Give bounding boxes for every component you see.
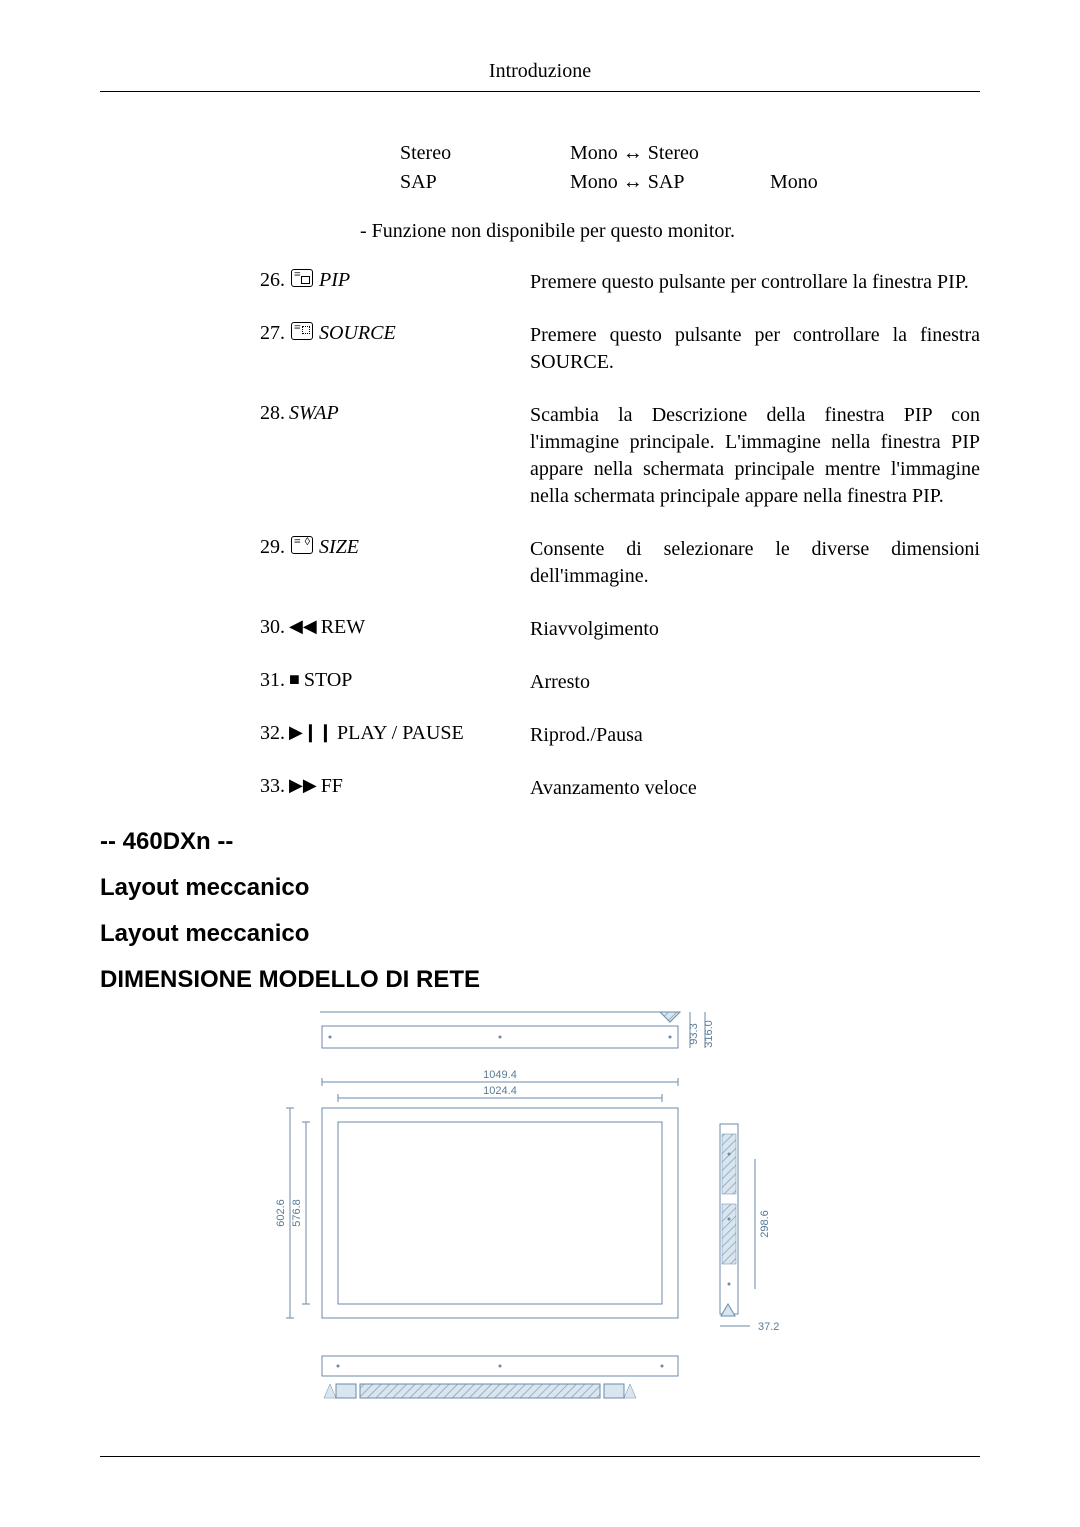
item-row: 30. ◀◀ REW Riavvolgimento <box>260 616 980 643</box>
source-icon <box>291 322 313 340</box>
model-heading: -- 460DXn -- <box>100 828 980 856</box>
item-label: 30. ◀◀ REW <box>260 616 530 643</box>
item-description: Consente di selezionare le diverse dimen… <box>530 536 980 590</box>
item-row: 28. SWAP Scambia la Descrizione della fi… <box>260 402 980 510</box>
item-row: 32. ▶❙❙ PLAY / PAUSE Riprod./Pausa <box>260 722 980 749</box>
diagram-top-view: 93.3 316.0 <box>320 1012 715 1048</box>
item-description: Avanzamento veloce <box>530 775 980 802</box>
footer-rule <box>100 1456 980 1457</box>
mode-left: SAP <box>400 171 570 194</box>
dim-side-w: 37.2 <box>758 1321 779 1333</box>
item-number: 31. <box>260 669 285 692</box>
dim-top-r2: 316.0 <box>703 1020 715 1048</box>
item-row: 27. SOURCE Premere questo pulsante per c… <box>260 322 980 376</box>
dim-width-outer: 1049.4 <box>483 1069 517 1081</box>
audio-mode-table: Stereo Mono ↔ Stereo SAP Mono ↔ SAP Mono <box>400 142 980 194</box>
mode-mid: Mono ↔ SAP <box>570 171 770 194</box>
dim-side-h: 298.6 <box>759 1210 771 1238</box>
item-name: REW <box>321 616 365 639</box>
dim-height-inner: 576.8 <box>291 1199 303 1227</box>
item-label: 26. PIP <box>260 269 530 296</box>
item-number: 29. <box>260 536 285 559</box>
item-name: SOURCE <box>319 322 396 345</box>
item-row: 33. ▶▶ FF Avanzamento veloce <box>260 775 980 802</box>
item-label: 33. ▶▶ FF <box>260 775 530 802</box>
item-description: Premere questo pulsante per controllare … <box>530 269 980 296</box>
item-label: 28. SWAP <box>260 402 530 510</box>
item-description: Riprod./Pausa <box>530 722 980 749</box>
mode-right: Mono <box>770 171 870 194</box>
dim-height-outer: 602.6 <box>275 1199 287 1227</box>
item-description: Premere questo pulsante per controllare … <box>530 322 980 376</box>
item-name: STOP <box>304 669 353 692</box>
mode-left: Stereo <box>400 142 570 165</box>
item-number: 33. <box>260 775 285 798</box>
item-description: Riavvolgimento <box>530 616 980 643</box>
diagram-front-view: 1049.4 1024.4 602.6 576.8 <box>275 1069 678 1318</box>
diagram-side-view: 298.6 37.2 <box>720 1124 779 1333</box>
item-number: 32. <box>260 722 285 745</box>
item-label: 31. ■ STOP <box>260 669 530 696</box>
item-name: PIP <box>319 269 350 292</box>
size-icon <box>291 536 313 554</box>
stop-icon: ■ <box>289 669 300 690</box>
item-number: 30. <box>260 616 285 639</box>
section-heading: DIMENSIONE MODELLO DI RETE <box>100 966 980 994</box>
play-pause-icon: ▶❙❙ <box>289 722 333 743</box>
item-row: 31. ■ STOP Arresto <box>260 669 980 696</box>
item-label: 29. SIZE <box>260 536 530 590</box>
page-header: Introduzione <box>100 60 980 92</box>
item-name: SIZE <box>319 536 359 559</box>
availability-note: - Funzione non disponibile per questo mo… <box>360 220 980 243</box>
item-row: 29. SIZE Consente di selezionare le dive… <box>260 536 980 590</box>
mode-mid: Mono ↔ Stereo <box>570 142 770 165</box>
section-heading: Layout meccanico <box>100 920 980 948</box>
item-label: 32. ▶❙❙ PLAY / PAUSE <box>260 722 530 749</box>
item-label: 27. SOURCE <box>260 322 530 376</box>
dim-width-inner: 1024.4 <box>483 1085 517 1097</box>
item-number: 27. <box>260 322 285 345</box>
section-heading: Layout meccanico <box>100 874 980 902</box>
item-number: 26. <box>260 269 285 292</box>
item-name: SWAP <box>289 402 339 425</box>
mechanical-diagram: 93.3 316.0 1049.4 1024.4 602.6 <box>260 1004 820 1429</box>
diagram-bottom-view <box>322 1356 678 1398</box>
mode-row: SAP Mono ↔ SAP Mono <box>400 171 980 194</box>
fast-forward-icon: ▶▶ <box>289 775 317 796</box>
item-row: 26. PIP Premere questo pulsante per cont… <box>260 269 980 296</box>
mode-right <box>770 142 870 165</box>
item-description: Arresto <box>530 669 980 696</box>
mode-row: Stereo Mono ↔ Stereo <box>400 142 980 165</box>
item-name: FF <box>321 775 343 798</box>
pip-icon <box>291 269 313 287</box>
remote-items-list: 26. PIP Premere questo pulsante per cont… <box>260 269 980 802</box>
page-title: Introduzione <box>489 60 591 82</box>
item-name: PLAY / PAUSE <box>337 722 464 745</box>
diagram-svg: 93.3 316.0 1049.4 1024.4 602.6 <box>260 1004 820 1424</box>
dim-top-r1: 93.3 <box>688 1023 700 1044</box>
item-number: 28. <box>260 402 285 425</box>
item-description: Scambia la Descrizione della finestra PI… <box>530 402 980 510</box>
rewind-icon: ◀◀ <box>289 616 317 637</box>
